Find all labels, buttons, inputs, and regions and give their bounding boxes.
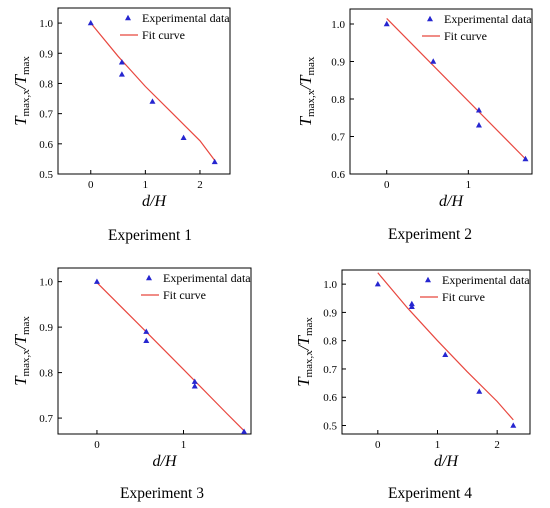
data-point xyxy=(191,378,198,384)
legend-label-data: Experimental data xyxy=(444,12,532,26)
x-axis-label: d/H xyxy=(153,453,178,470)
y-tick-label: 0.9 xyxy=(323,307,337,319)
chart-panel-3: 0 1 0.7 0.8 0.9 1.0 d/H Tmax,x/Tmax Experimental… xyxy=(11,267,252,502)
legend-marker-icon xyxy=(146,274,152,281)
chart-caption: Experiment 4 xyxy=(388,485,472,502)
x-tick-label: 0 xyxy=(375,439,381,451)
data-point xyxy=(149,98,156,104)
data-point xyxy=(143,328,150,334)
data-point xyxy=(475,107,482,113)
y-tick-label: 0.8 xyxy=(39,368,53,380)
fit-curve xyxy=(96,282,245,432)
x-tick-label: 1 xyxy=(435,439,441,451)
y-axis-label: Tmax,x/Tmax xyxy=(11,56,32,126)
legend-marker-icon xyxy=(125,14,131,21)
data-point xyxy=(191,383,198,389)
chart-caption: Experiment 1 xyxy=(108,227,192,244)
y-axis-label: Tmax,x/Tmax xyxy=(294,317,315,387)
data-point xyxy=(93,278,100,284)
data-point xyxy=(383,20,390,27)
x-tick-label: 0 xyxy=(88,179,94,191)
plot-frame xyxy=(349,8,533,175)
y-axis-label: Tmax,x/Tmax xyxy=(296,56,317,126)
legend-label-fit: Fit curve xyxy=(442,290,485,304)
y-tick-label: 0.7 xyxy=(39,109,53,121)
x-tick-label: 2 xyxy=(494,439,500,451)
fit-curve xyxy=(377,272,514,421)
y-tick-label: 0.7 xyxy=(323,364,337,376)
legend: Experimental data Fit curve xyxy=(422,12,532,43)
x-tick-label: 1 xyxy=(466,179,472,191)
data-point xyxy=(442,351,449,358)
y-tick-label: 0.7 xyxy=(39,413,53,425)
data-point xyxy=(522,155,529,162)
data-point xyxy=(374,280,381,287)
x-tick-label: 0 xyxy=(94,439,100,451)
y-tick-label: 1.0 xyxy=(39,18,53,30)
y-tick-label: 0.9 xyxy=(39,322,53,334)
y-tick-label: 0.6 xyxy=(331,169,345,181)
y-tick-label: 0.6 xyxy=(39,139,53,151)
data-point xyxy=(408,300,415,307)
legend-label-data: Experimental data xyxy=(142,11,230,25)
legend-label-fit: Fit curve xyxy=(142,28,185,42)
legend-label-fit: Fit curve xyxy=(163,288,206,302)
chart-panel-2: 0 1 0.6 0.7 0.8 0.9 1.0 d/H Tmax,x/Tmax Experimen… xyxy=(296,8,533,243)
fit-curve xyxy=(386,17,526,160)
x-axis-label: d/H xyxy=(439,193,464,210)
y-tick-label: 0.9 xyxy=(39,48,53,60)
y-tick-label: 0.5 xyxy=(323,421,337,433)
y-tick-label: 0.9 xyxy=(331,57,345,69)
x-axis-label: d/H xyxy=(434,453,459,470)
x-tick-label: 1 xyxy=(143,179,149,191)
y-axis-label: Tmax,x/Tmax xyxy=(11,316,32,386)
y-tick-label: 0.6 xyxy=(323,392,337,404)
legend-label-data: Experimental data xyxy=(442,273,530,287)
y-tick-label: 0.8 xyxy=(323,336,337,348)
y-tick-label: 0.8 xyxy=(331,94,345,106)
data-point xyxy=(143,337,150,343)
data-point xyxy=(118,59,125,65)
data-point xyxy=(87,19,94,26)
y-tick-label: 1.0 xyxy=(323,279,337,291)
legend-marker-icon xyxy=(425,276,431,283)
y-tick-label: 1.0 xyxy=(39,277,53,289)
chart-caption: Experiment 3 xyxy=(120,485,204,502)
data-point xyxy=(241,428,248,434)
data-point xyxy=(430,58,437,64)
legend: Experimental data Fit curve xyxy=(141,271,251,302)
plot-frame xyxy=(341,269,531,435)
data-point xyxy=(118,71,125,77)
y-tick-label: 0.7 xyxy=(331,132,345,144)
legend-label-data: Experimental data xyxy=(163,271,251,285)
chart-panel-1: 0 1 2 0.5 0.6 0.7 0.8 0.9 1.0 d/H Tmax,x/Tmax Exper… xyxy=(11,7,231,244)
data-point xyxy=(476,388,483,394)
y-tick-label: 1.0 xyxy=(331,19,345,31)
chart-panel-4: 0 1 2 0.5 0.6 0.7 0.8 0.9 1.0 d/H Tmax,x/Tmax Exper… xyxy=(294,269,531,502)
fit-curve xyxy=(90,22,216,161)
legend-marker-icon xyxy=(427,15,433,22)
x-tick-label: 2 xyxy=(197,179,203,191)
plot-frame xyxy=(57,267,252,435)
data-point xyxy=(211,158,218,165)
legend: Experimental data Fit curve xyxy=(120,11,230,42)
data-point xyxy=(408,303,415,309)
x-axis-label: d/H xyxy=(142,193,167,210)
x-tick-label: 1 xyxy=(181,439,187,451)
legend-label-fit: Fit curve xyxy=(444,29,487,43)
legend: Experimental data Fit curve xyxy=(420,273,530,304)
chart-caption: Experiment 2 xyxy=(388,226,472,243)
x-tick-label: 0 xyxy=(384,179,390,191)
data-point xyxy=(180,134,187,140)
plot-frame xyxy=(57,7,231,175)
y-tick-label: 0.8 xyxy=(39,78,53,90)
data-point xyxy=(475,122,482,128)
y-tick-label: 0.5 xyxy=(39,169,53,181)
data-point xyxy=(510,422,517,428)
